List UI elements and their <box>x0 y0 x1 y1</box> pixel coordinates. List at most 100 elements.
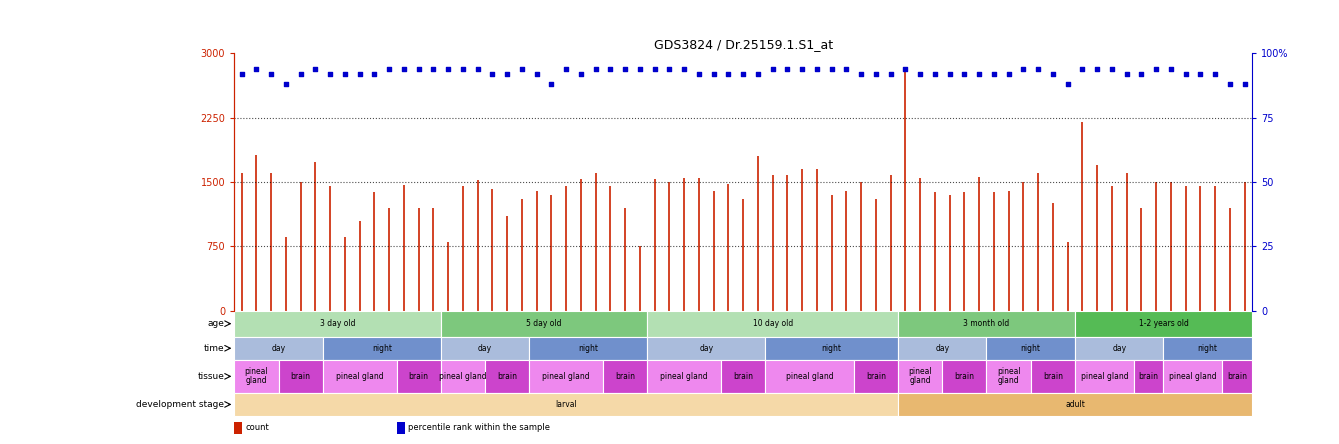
Text: day: day <box>1113 344 1126 353</box>
Text: brain: brain <box>408 372 428 381</box>
Bar <box>854 360 898 393</box>
Bar <box>234 311 441 337</box>
Point <box>497 70 518 77</box>
Bar <box>441 337 529 360</box>
Point <box>836 65 857 72</box>
Point <box>438 65 459 72</box>
Bar <box>987 360 1031 393</box>
Point <box>541 81 562 88</box>
Bar <box>898 360 943 393</box>
Point <box>1071 65 1093 72</box>
Text: brain: brain <box>955 372 975 381</box>
Point <box>320 70 341 77</box>
Point <box>806 65 828 72</box>
Bar <box>943 360 987 393</box>
Text: night: night <box>372 344 392 353</box>
Point <box>777 65 798 72</box>
Point <box>703 70 724 77</box>
Text: 3 day old: 3 day old <box>320 319 355 328</box>
Bar <box>603 360 647 393</box>
Bar <box>323 337 441 360</box>
Point <box>453 65 474 72</box>
Point <box>291 70 312 77</box>
Point <box>364 70 386 77</box>
Point <box>556 65 577 72</box>
Text: pineal gland: pineal gland <box>786 372 833 381</box>
Point <box>1204 70 1225 77</box>
Bar <box>647 360 720 393</box>
Text: day: day <box>478 344 493 353</box>
Point <box>1189 70 1210 77</box>
Text: pineal gland: pineal gland <box>542 372 590 381</box>
Text: percentile rank within the sample: percentile rank within the sample <box>408 424 550 432</box>
Text: day: day <box>935 344 949 353</box>
Point <box>983 70 1004 77</box>
Point <box>924 70 945 77</box>
Text: pineal
gland: pineal gland <box>245 367 268 385</box>
Text: night: night <box>578 344 599 353</box>
Text: night: night <box>1197 344 1217 353</box>
Point <box>644 65 665 72</box>
Text: pineal
gland: pineal gland <box>908 367 932 385</box>
Bar <box>898 393 1252 416</box>
Bar <box>485 360 529 393</box>
Point <box>718 70 739 77</box>
Point <box>1056 81 1078 88</box>
Point <box>467 65 489 72</box>
Bar <box>1164 360 1223 393</box>
Point <box>732 70 754 77</box>
Point <box>850 70 872 77</box>
Point <box>335 70 356 77</box>
Text: 3 month old: 3 month old <box>963 319 1010 328</box>
Point <box>600 65 621 72</box>
Bar <box>323 360 396 393</box>
Point <box>1233 81 1255 88</box>
Point <box>998 70 1019 77</box>
Point <box>953 70 975 77</box>
Text: brain: brain <box>1228 372 1247 381</box>
Text: pineal gland: pineal gland <box>1169 372 1217 381</box>
Bar <box>529 337 647 360</box>
Bar <box>396 360 441 393</box>
Point <box>1042 70 1063 77</box>
Text: pineal gland: pineal gland <box>1081 372 1129 381</box>
Bar <box>398 422 406 434</box>
Point <box>629 65 651 72</box>
Bar <box>234 360 279 393</box>
Text: 10 day old: 10 day old <box>753 319 793 328</box>
Bar <box>1223 360 1252 393</box>
Point <box>1160 65 1181 72</box>
Point <box>482 70 503 77</box>
Bar <box>766 337 898 360</box>
Bar <box>1164 337 1252 360</box>
Point <box>1218 81 1240 88</box>
Point <box>939 70 960 77</box>
Bar <box>1031 360 1075 393</box>
Point <box>1101 65 1122 72</box>
Text: adult: adult <box>1065 400 1085 409</box>
Point <box>968 70 990 77</box>
Bar <box>441 311 647 337</box>
Text: pineal gland: pineal gland <box>660 372 708 381</box>
Text: brain: brain <box>291 372 311 381</box>
Point <box>1174 70 1196 77</box>
Bar <box>1134 360 1164 393</box>
Text: brain: brain <box>1043 372 1063 381</box>
Point <box>1115 70 1137 77</box>
Point <box>423 65 445 72</box>
Bar <box>279 360 323 393</box>
Text: pineal gland: pineal gland <box>439 372 487 381</box>
Text: brain: brain <box>615 372 635 381</box>
Text: pineal gland: pineal gland <box>336 372 383 381</box>
Bar <box>234 393 898 416</box>
Bar <box>234 422 242 434</box>
Bar <box>1075 360 1134 393</box>
Point <box>894 65 916 72</box>
Point <box>511 65 533 72</box>
Bar <box>529 360 603 393</box>
Bar <box>647 311 898 337</box>
Point <box>261 70 283 77</box>
Text: 1-2 years old: 1-2 years old <box>1138 319 1189 328</box>
Point <box>232 70 253 77</box>
Text: larval: larval <box>556 400 577 409</box>
